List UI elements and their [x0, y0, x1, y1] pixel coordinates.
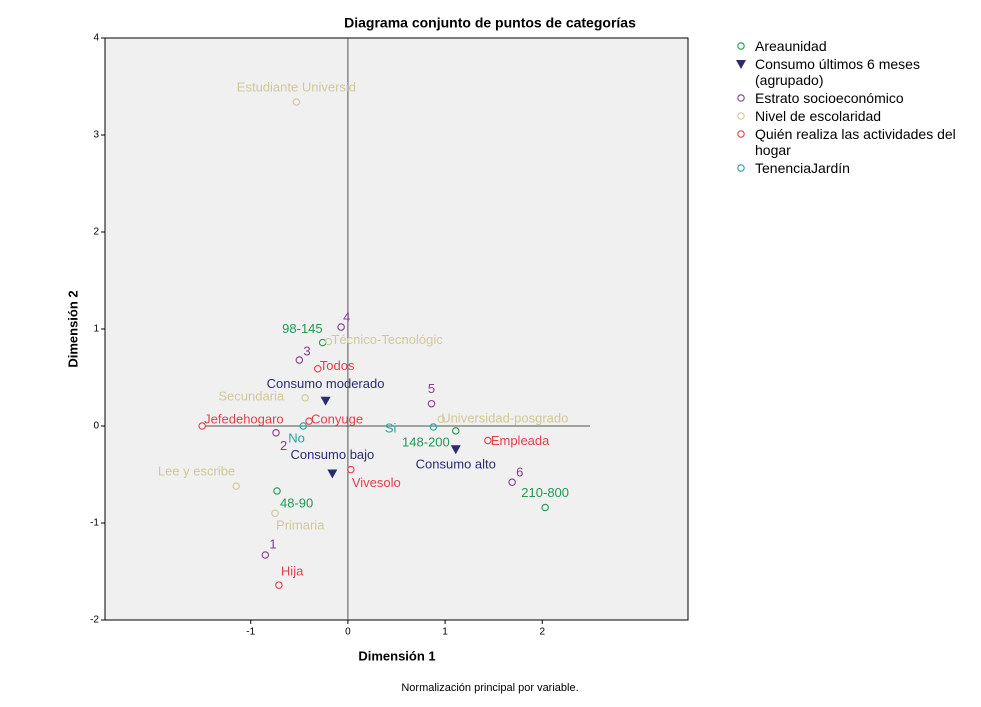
point-label: Empleada	[491, 433, 550, 448]
point-label: Lee y escribe	[158, 464, 235, 479]
point-label: Universidad-posgrado	[441, 411, 568, 426]
point-label: 2	[280, 438, 287, 453]
legend-marker	[737, 130, 745, 138]
y-tick-label: -1	[90, 518, 99, 529]
y-tick-label: 4	[93, 33, 99, 44]
point	[314, 365, 322, 373]
legend-entry: Consumo últimos 6 meses (agrupado)	[735, 56, 975, 88]
legend-marker	[737, 42, 745, 50]
point	[737, 42, 745, 50]
point	[737, 164, 745, 172]
point-label: Consumo moderado	[267, 376, 385, 391]
point-label: 48-90	[280, 495, 313, 510]
point	[272, 429, 280, 437]
point-label: Secundaria	[218, 388, 285, 403]
point-label: Conyuge	[311, 412, 363, 427]
x-tick-label: 2	[539, 627, 545, 638]
point-label: Estudiante Universid	[237, 79, 356, 94]
point	[736, 60, 746, 69]
legend-label: Estrato socioeconómico	[755, 90, 904, 106]
legend-marker	[737, 112, 745, 120]
point	[327, 469, 338, 479]
legend-label: Areaunidad	[755, 38, 827, 54]
point	[450, 445, 461, 455]
legend-label: Consumo últimos 6 meses (agrupado)	[755, 56, 920, 88]
point	[232, 482, 240, 490]
point	[541, 503, 549, 512]
point-label: 5	[428, 381, 435, 396]
point	[437, 415, 445, 423]
point	[271, 509, 279, 518]
point	[508, 478, 516, 487]
point-label: 3	[303, 343, 310, 358]
y-axis-label: Dimensión 2	[65, 290, 80, 367]
legend-entry: Estrato socioeconómico	[735, 90, 975, 106]
point	[337, 323, 345, 331]
point	[427, 399, 436, 408]
point-label: No	[288, 430, 305, 445]
point-label: 4	[343, 309, 350, 324]
point	[305, 417, 313, 425]
point-label: Hija	[281, 564, 304, 579]
legend-entry: Nivel de escolaridad	[735, 108, 975, 124]
legend-marker	[737, 164, 745, 172]
legend-label: Quién realiza las actividades del hogar	[755, 126, 956, 158]
point	[429, 423, 438, 431]
chart-title: Diagrama conjunto de puntos de categoría…	[344, 15, 636, 31]
y-tick-label: 2	[93, 227, 99, 238]
y-tick-label: -2	[90, 615, 99, 626]
point	[301, 394, 309, 402]
point	[275, 581, 283, 589]
point	[299, 422, 307, 430]
point	[324, 337, 333, 346]
y-tick-label: 0	[93, 421, 99, 432]
point	[484, 436, 492, 445]
legend-marker	[737, 94, 745, 102]
point-label: Si	[385, 420, 397, 435]
point-label: Consumo bajo	[290, 447, 374, 462]
point-label: Primaria	[276, 518, 325, 533]
point	[737, 112, 745, 120]
point-label: 6	[516, 465, 523, 480]
x-tick-label: 1	[442, 627, 448, 638]
point-label: Consumo alto	[416, 457, 496, 472]
legend-entry: Areaunidad	[735, 38, 975, 54]
y-tick-label: 3	[93, 130, 99, 141]
point-label: Técnico-Tecnológic	[331, 332, 443, 347]
plot-area	[104, 37, 689, 621]
point	[452, 427, 460, 435]
point	[198, 422, 206, 430]
x-axis-label: Dimensión 1	[358, 648, 435, 663]
point	[737, 94, 745, 102]
y-tick-label: 1	[93, 324, 99, 335]
point	[295, 356, 304, 364]
point-label: 98-145	[282, 321, 322, 336]
footnote: Normalización principal por variable.	[401, 682, 578, 694]
point	[261, 551, 270, 559]
point	[737, 130, 745, 138]
legend-entry: TenenciaJardín	[735, 160, 975, 176]
legend-label: TenenciaJardín	[755, 160, 850, 176]
point	[320, 396, 331, 406]
point-label: 148-200	[402, 434, 450, 449]
point-label: Jefedehogaro	[204, 411, 284, 426]
x-tick-label: 0	[345, 627, 351, 638]
point-label: 210-800	[521, 485, 569, 500]
point-label: Vivesolo	[352, 475, 401, 490]
point	[292, 98, 301, 106]
point	[273, 487, 281, 495]
point	[347, 465, 355, 474]
point-label: Todos	[320, 358, 355, 373]
legend-entry: Quién realiza las actividades del hogar	[735, 126, 975, 158]
legend-marker	[736, 60, 746, 69]
x-tick-label: -1	[246, 627, 255, 638]
legend-label: Nivel de escolaridad	[755, 108, 882, 124]
point-label: 1	[269, 536, 276, 551]
legend: Areaunidad Consumo últimos 6 meses (agrup…	[735, 38, 975, 178]
